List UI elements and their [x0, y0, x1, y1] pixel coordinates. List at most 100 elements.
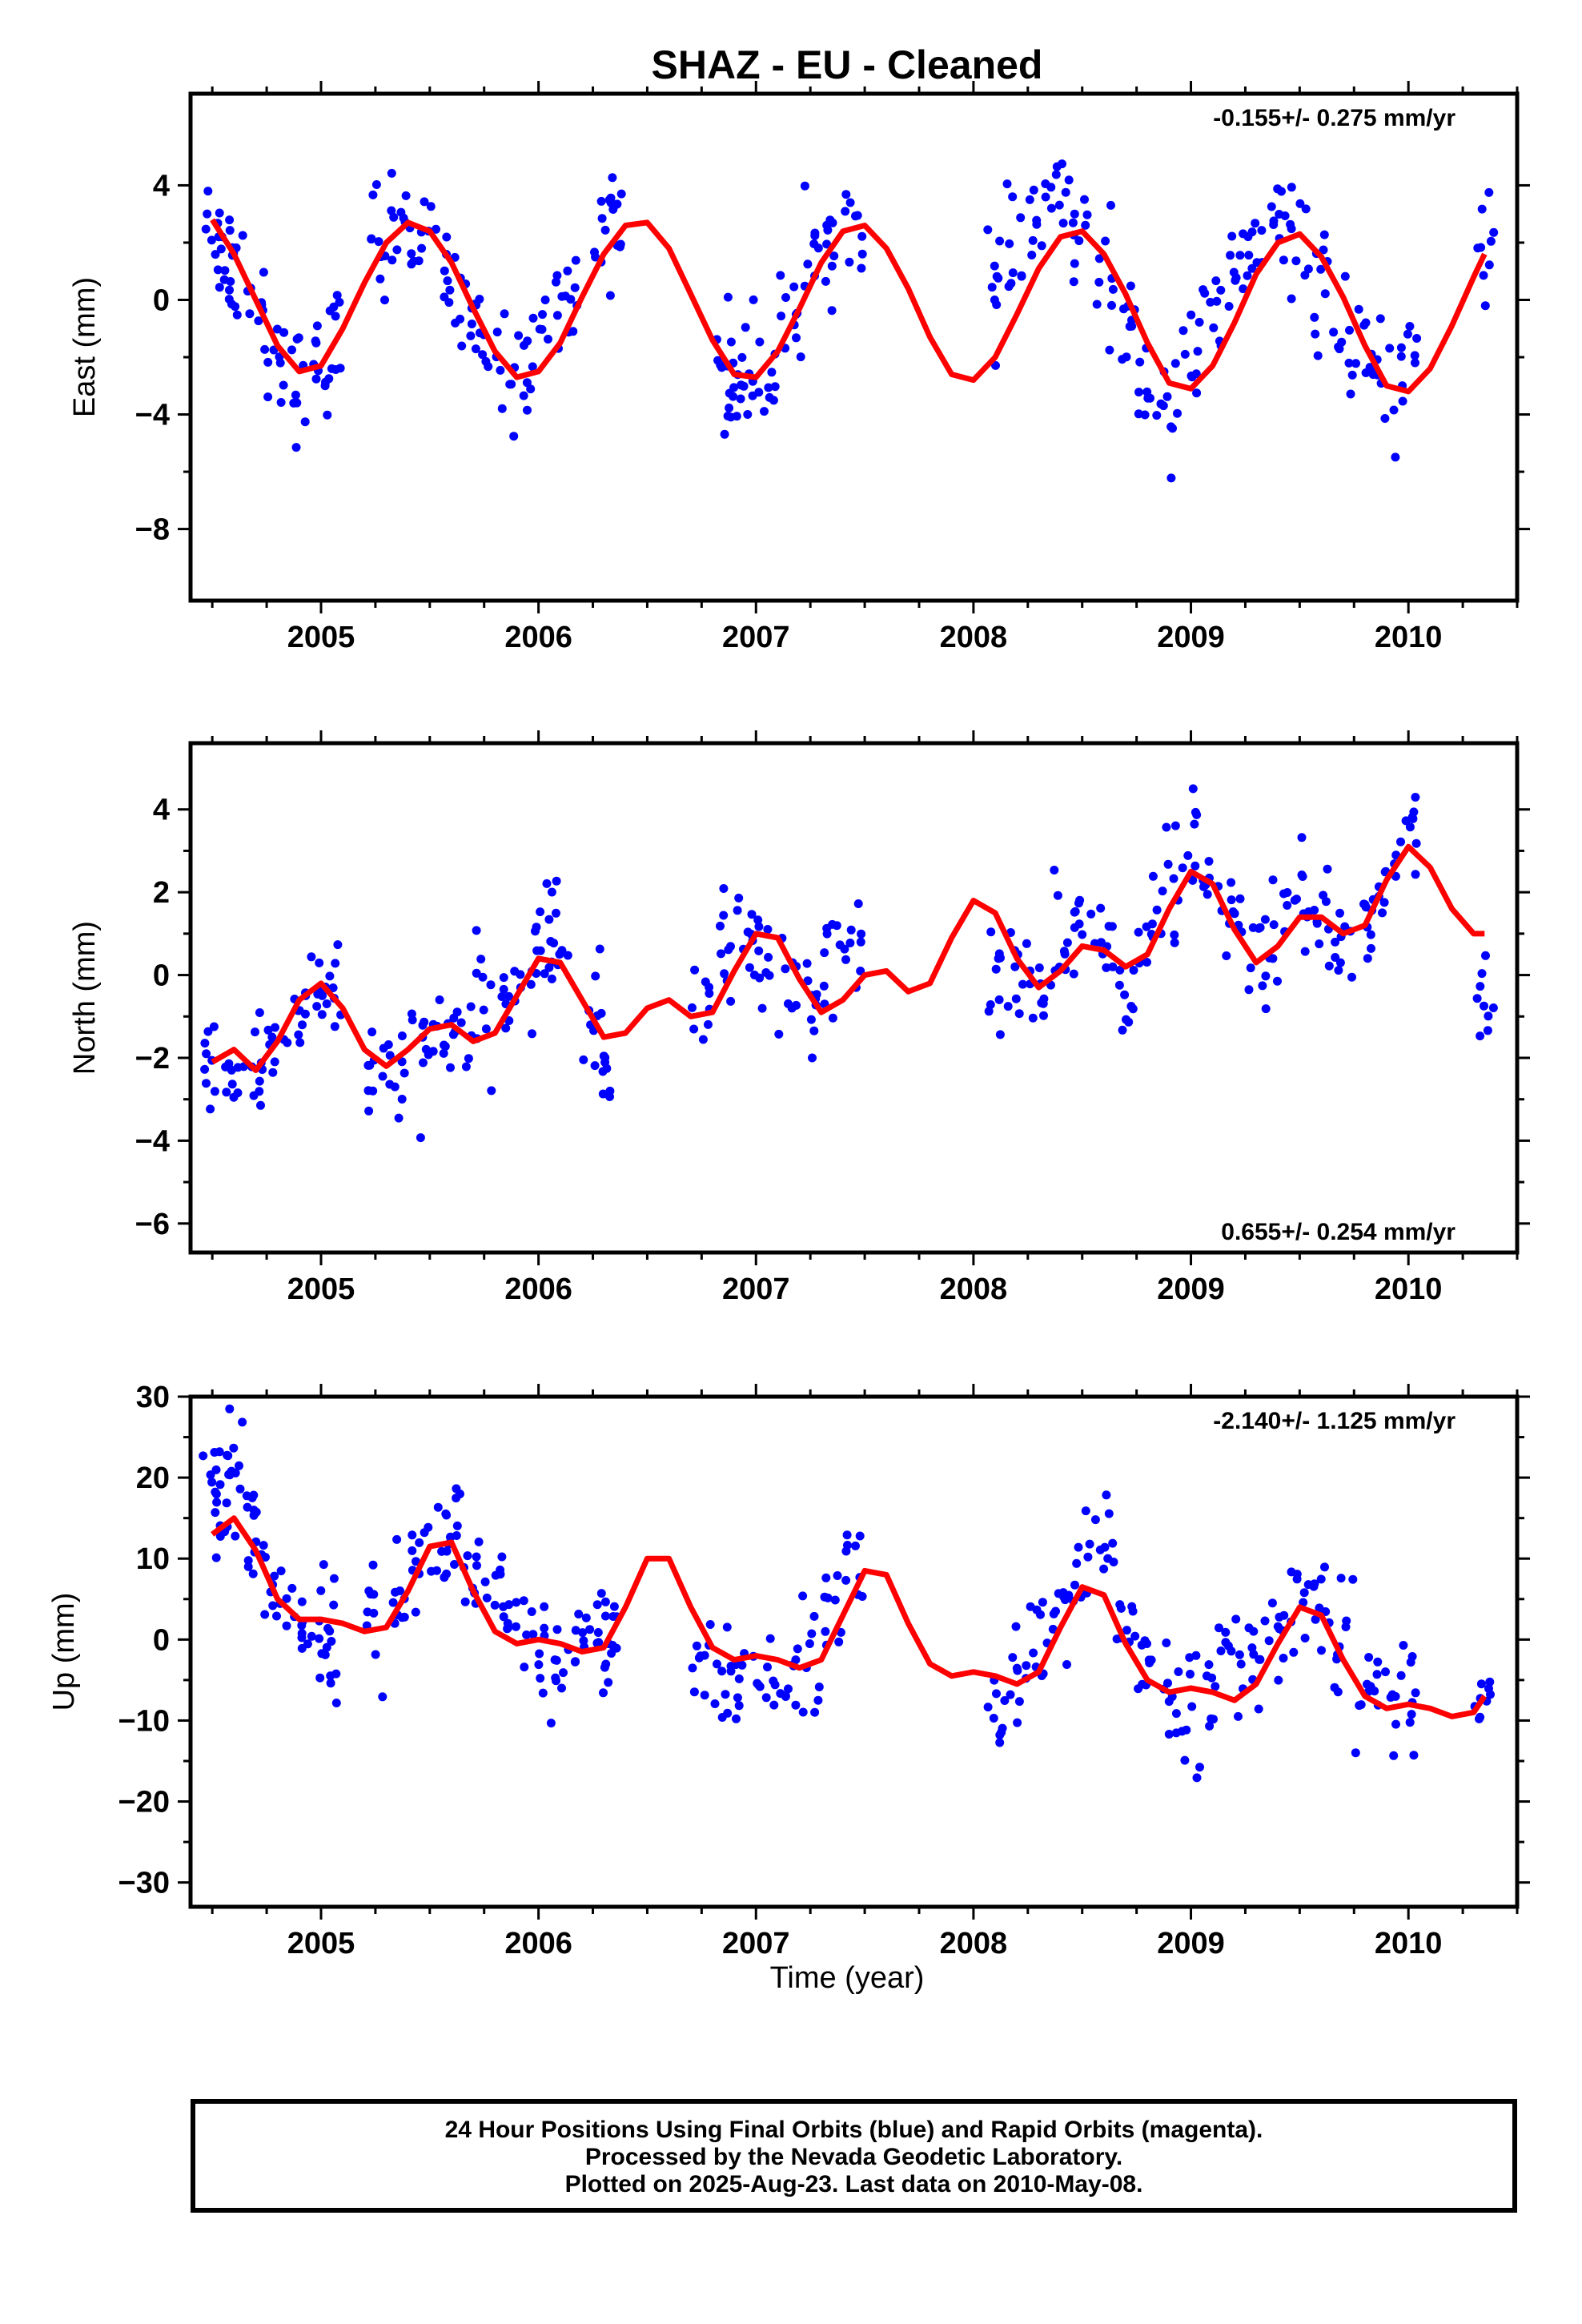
data-point: [1244, 251, 1254, 260]
data-point: [774, 1029, 784, 1039]
data-point: [312, 1002, 322, 1011]
data-point: [417, 243, 427, 253]
data-point: [1185, 1653, 1195, 1663]
data-point: [1002, 179, 1012, 189]
data-point: [331, 1669, 341, 1679]
x-tick-label: 2010: [1375, 621, 1443, 654]
data-point: [856, 937, 865, 947]
data-point: [499, 973, 508, 983]
x-axis-label: Time (year): [770, 1961, 925, 1995]
data-point: [1381, 1667, 1390, 1677]
data-point: [1229, 267, 1239, 277]
data-point: [1295, 199, 1305, 208]
data-point: [331, 959, 340, 968]
data-point: [315, 1673, 325, 1683]
data-point: [531, 927, 540, 936]
data-point: [1486, 1690, 1495, 1699]
data-point: [1037, 241, 1046, 251]
data-point: [733, 906, 742, 915]
data-point: [1178, 863, 1187, 873]
data-point: [271, 1023, 279, 1032]
data-point: [764, 383, 773, 392]
data-point: [1391, 1719, 1400, 1729]
data-point: [1137, 1640, 1146, 1650]
y-tick-label: 0: [153, 1623, 170, 1657]
panel-east: 2005 2006 2007 2008 2009 2010 4 0 −4 −8 East (mm) -…: [68, 81, 1530, 654]
data-point: [764, 952, 773, 962]
data-point: [1192, 810, 1202, 819]
data-point: [1134, 927, 1143, 937]
data-point: [1146, 393, 1154, 403]
data-point: [729, 383, 739, 392]
data-point: [1254, 1704, 1263, 1714]
data-point: [1476, 1031, 1485, 1041]
data-point: [245, 309, 255, 319]
data-point: [215, 1480, 225, 1490]
data-point: [229, 1092, 239, 1102]
data-point: [1351, 1748, 1360, 1758]
data-point: [540, 1623, 549, 1633]
data-point: [721, 1690, 730, 1699]
data-point: [268, 1068, 278, 1077]
data-point: [1070, 209, 1079, 219]
data-point: [1234, 1711, 1243, 1721]
data-point: [412, 1557, 420, 1566]
data-point: [446, 1533, 456, 1542]
data-point: [1300, 271, 1310, 280]
data-point: [1222, 951, 1231, 960]
data-point: [328, 983, 338, 992]
data-point: [1126, 281, 1135, 291]
data-point: [472, 1561, 481, 1570]
data-point: [1017, 271, 1026, 281]
data-point: [1096, 903, 1106, 913]
velocity-label: -2.140+/- 1.125 mm/yr: [1213, 1408, 1456, 1434]
data-point: [322, 999, 331, 1008]
data-point: [1064, 175, 1074, 185]
y-tick-label: 10: [136, 1542, 170, 1576]
data-point: [796, 352, 805, 362]
data-point: [394, 1113, 404, 1123]
data-point: [445, 285, 455, 295]
data-point: [225, 226, 235, 235]
data-point: [1216, 1647, 1226, 1655]
data-point: [222, 1498, 231, 1508]
data-point: [467, 320, 476, 328]
data-point: [1227, 231, 1237, 241]
data-point: [1335, 908, 1344, 918]
data-point: [365, 1060, 375, 1070]
data-point: [784, 999, 793, 1008]
data-point: [1166, 473, 1176, 483]
data-point: [472, 926, 481, 935]
data-point: [806, 1015, 816, 1024]
data-point: [1069, 277, 1078, 287]
data-point: [1177, 1727, 1186, 1736]
data-point: [1094, 254, 1104, 263]
data-point: [1074, 1542, 1083, 1552]
y-tick-label: −20: [118, 1786, 170, 1819]
data-point: [335, 297, 344, 307]
data-point: [1118, 1025, 1127, 1035]
data-point: [408, 1530, 417, 1540]
data-point: [1051, 170, 1061, 179]
data-point: [1083, 1552, 1093, 1562]
data-point: [397, 1057, 407, 1067]
data-point: [1152, 905, 1162, 915]
x-tick-label: 2009: [1157, 1927, 1225, 1960]
data-point: [331, 1699, 341, 1707]
data-point: [1230, 909, 1239, 919]
data-point: [570, 283, 580, 292]
data-point: [845, 257, 854, 267]
data-point: [994, 273, 1003, 283]
data-point: [557, 292, 567, 301]
data-point: [397, 1095, 407, 1104]
data-point: [1342, 1616, 1351, 1626]
data-point: [1239, 284, 1248, 294]
data-point: [1119, 304, 1128, 314]
data-point: [261, 1553, 270, 1562]
data-point: [857, 929, 866, 939]
data-point: [456, 314, 465, 324]
data-point: [1269, 220, 1279, 229]
data-point: [1170, 821, 1180, 830]
data-point: [1227, 895, 1236, 905]
